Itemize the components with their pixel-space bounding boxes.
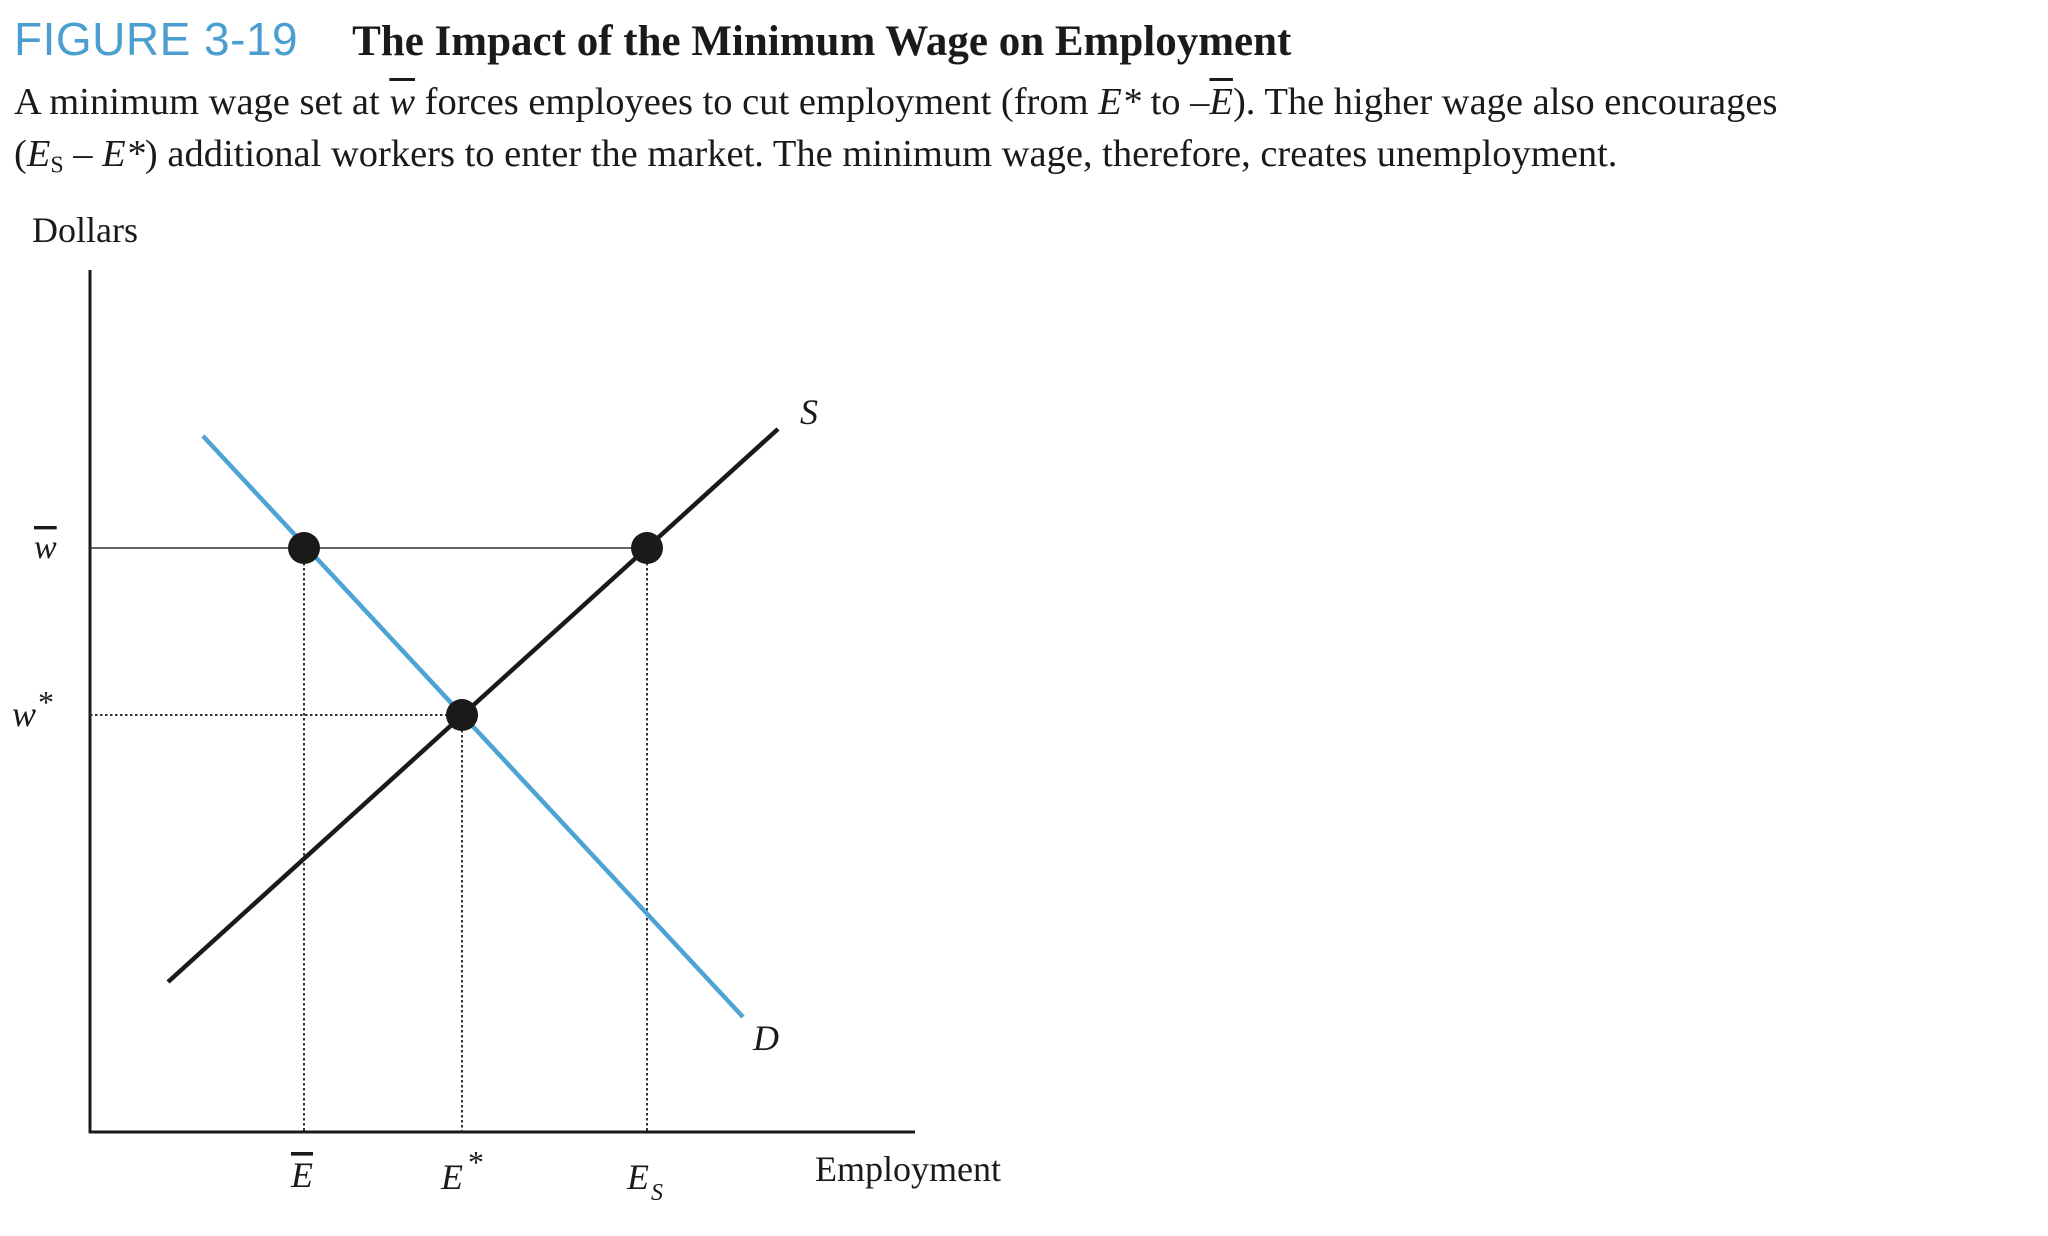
es-tick-sub: S <box>651 1180 663 1206</box>
estar-tick-star: * <box>468 1144 484 1180</box>
title-line: FIGURE 3-19 The Impact of the Minimum Wa… <box>14 12 2034 68</box>
wbar-tick-label: w <box>34 529 57 566</box>
caption-text: ( <box>14 133 27 175</box>
ebar-tick-label: E <box>290 1155 313 1195</box>
caption-ebar: E <box>1209 81 1233 123</box>
caption-text: A minimum wage set at <box>14 81 390 123</box>
minimum-wage-supply-point <box>631 532 663 564</box>
figure-title: The Impact of the Minimum Wage on Employ… <box>352 18 1292 65</box>
y-axis-label: Dollars <box>32 210 138 250</box>
wstar-tick-star: * <box>38 684 54 720</box>
figure-caption: A minimum wage set at w forces employees… <box>14 76 2034 180</box>
caption-text: forces employees to cut employment (from <box>415 81 1099 123</box>
minimum-wage-demand-point <box>288 532 320 564</box>
caption-es-sub: S <box>50 152 64 179</box>
caption-text: to – <box>1140 81 1210 123</box>
caption-estar: E* <box>1098 81 1141 123</box>
demand-label: D <box>752 1018 779 1058</box>
figure-label: FIGURE 3-19 <box>14 13 299 65</box>
caption-text: – <box>63 133 103 175</box>
caption-wbar: w <box>389 81 416 123</box>
supply-label: S <box>800 392 818 432</box>
estar-tick-label: E <box>440 1157 463 1197</box>
wstar-tick-label: w <box>12 694 36 734</box>
caption-text: ) additional workers to enter the market… <box>144 133 1618 175</box>
es-tick-label: E <box>626 1157 649 1197</box>
caption-estar: E* <box>102 133 145 175</box>
figure-header: FIGURE 3-19 The Impact of the Minimum Wa… <box>14 12 2034 180</box>
caption-text: ). The higher wage also encourages <box>1232 81 1778 123</box>
x-axis-label: Employment <box>815 1149 1001 1189</box>
caption-line-1: A minimum wage set at w forces employees… <box>14 76 2034 128</box>
caption-es: E <box>26 133 51 175</box>
caption-line-2: (ES – E*) additional workers to enter th… <box>14 128 2034 180</box>
equilibrium-point <box>446 699 478 731</box>
